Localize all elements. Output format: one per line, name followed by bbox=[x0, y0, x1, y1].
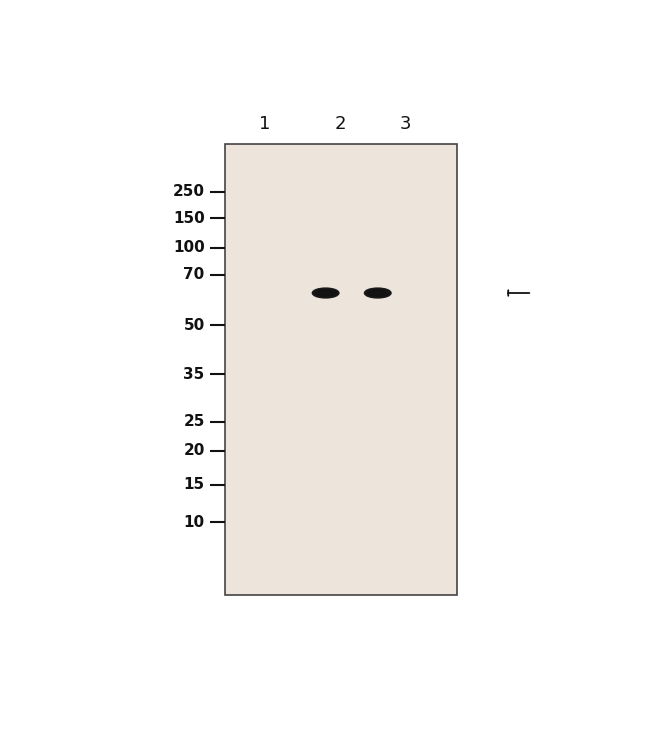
Text: 1: 1 bbox=[259, 116, 270, 133]
Ellipse shape bbox=[366, 289, 390, 296]
Text: 35: 35 bbox=[183, 367, 205, 381]
Text: 25: 25 bbox=[183, 414, 205, 429]
Ellipse shape bbox=[314, 289, 337, 296]
Text: 3: 3 bbox=[400, 116, 411, 133]
Text: 10: 10 bbox=[183, 515, 205, 529]
Ellipse shape bbox=[316, 291, 335, 296]
Ellipse shape bbox=[368, 291, 388, 296]
Bar bbox=[225, 144, 456, 595]
Ellipse shape bbox=[318, 291, 333, 295]
Text: 250: 250 bbox=[173, 184, 205, 199]
Ellipse shape bbox=[365, 288, 391, 298]
Text: 70: 70 bbox=[183, 267, 205, 283]
Ellipse shape bbox=[370, 291, 385, 295]
Text: 50: 50 bbox=[183, 318, 205, 333]
Text: 2: 2 bbox=[335, 116, 346, 133]
Text: 150: 150 bbox=[173, 211, 205, 225]
Ellipse shape bbox=[312, 288, 339, 298]
Text: 15: 15 bbox=[183, 477, 205, 492]
Text: 20: 20 bbox=[183, 444, 205, 458]
Text: 100: 100 bbox=[173, 240, 205, 255]
